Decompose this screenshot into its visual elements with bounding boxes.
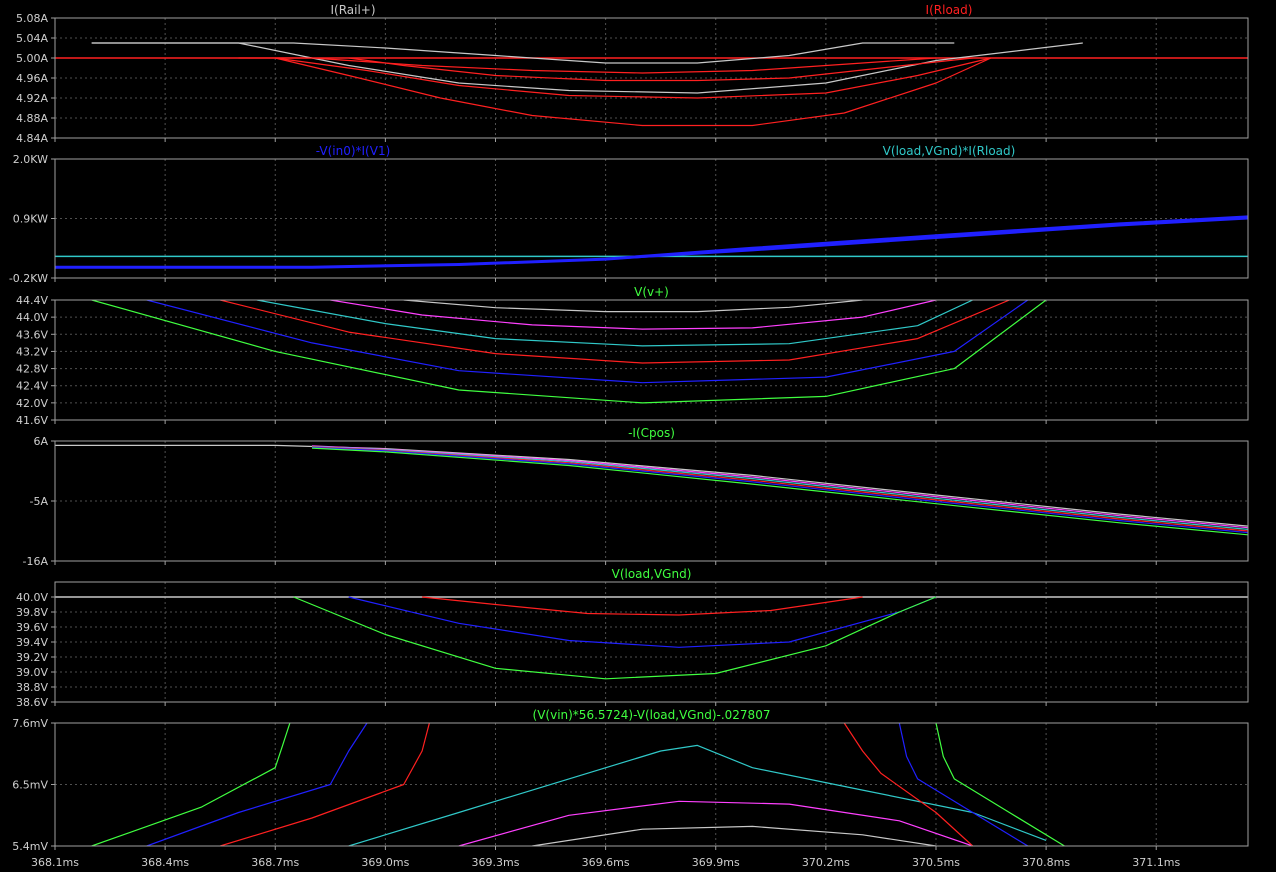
x-tick-label: 371.1ms (1132, 856, 1180, 869)
trace-label[interactable]: -V(in0)*I(V1) (316, 144, 391, 158)
y-tick-label: 4.92A (16, 92, 48, 105)
trace-red-6 (275, 57, 992, 127)
y-tick-label: 39.8V (16, 606, 48, 619)
y-tick-label: 0.9KW (13, 213, 48, 226)
trace-cyan-3 (256, 300, 973, 347)
traces (91, 300, 1047, 404)
trace-blue-2 (146, 723, 368, 846)
y-tick-label: 5.04A (16, 32, 48, 45)
pane-frame (54, 440, 1249, 562)
y-tick-label: 44.4V (16, 294, 48, 307)
y-tick-label: 6A (33, 435, 48, 448)
y-tick-label: 5.00A (16, 52, 48, 65)
trace-label[interactable]: (V(vin)*56.5724)-V(load,VGnd)-.027807 (533, 708, 771, 722)
y-tick-label: 7.6mV (12, 717, 48, 730)
trace-red-3 (238, 57, 937, 74)
pane-frame (54, 581, 1249, 703)
x-tick-label: 370.5ms (912, 856, 960, 869)
y-tick-label: 39.4V (16, 636, 48, 649)
x-tick-label: 368.4ms (141, 856, 189, 869)
y-tick-label: 38.6V (16, 696, 48, 709)
trace-green-9 (935, 723, 1065, 846)
trace-gray-1 (403, 300, 863, 313)
y-tick-label: 43.6V (16, 328, 48, 341)
traces (91, 723, 1065, 846)
y-tick-label: 39.0V (16, 666, 48, 679)
x-tick-label: 369.6ms (582, 856, 630, 869)
trace-red-1 (422, 596, 863, 616)
trace-blue-5 (146, 300, 1029, 384)
trace-gray-1 (55, 444, 1248, 527)
trace-green-3 (293, 596, 937, 680)
trace-magenta-2 (330, 300, 937, 330)
trace-red-4 (220, 300, 1010, 364)
y-tick-label: 42.0V (16, 397, 48, 410)
y-tick-label: 44.0V (16, 311, 48, 324)
plot-pane-2[interactable]: 2.0KW 0.9KW -0.2KW -V(in0)*I(V1) V(load,VGnd… (9, 144, 1249, 285)
y-tick-label: -16A (23, 555, 49, 568)
plot-pane-3[interactable]: 44.4V 44.0V 43.6V 43.2V 42.8V 42.4V 42.0V 41.6V… (16, 285, 1249, 427)
traces (55, 42, 1248, 127)
y-tick-label: 4.88A (16, 112, 48, 125)
x-tick-label: 369.3ms (472, 856, 520, 869)
trace-gray-1 (91, 42, 955, 64)
x-tick-label: 368.1ms (31, 856, 79, 869)
trace-label[interactable]: -I(Cpos) (628, 426, 675, 440)
x-tick-label: 369.9ms (692, 856, 740, 869)
pane-frame (54, 158, 1249, 279)
y-tick-label: 43.2V (16, 345, 48, 358)
y-tick-label: 6.5mV (12, 779, 48, 792)
trace-gray-6 (532, 825, 937, 846)
x-tick-label: 370.8ms (1022, 856, 1070, 869)
y-tick-label: 2.0KW (13, 153, 48, 166)
trace-label[interactable]: I(Rload) (926, 3, 973, 17)
y-tick-label: 38.8V (16, 681, 48, 694)
trace-blue-2 (605, 217, 1248, 261)
trace-red-7 (843, 723, 974, 846)
y-tick-label: 42.8V (16, 363, 48, 376)
trace-label[interactable]: V(load,VGnd)*I(Rload) (883, 144, 1016, 158)
trace-label[interactable]: V(load,VGnd) (612, 567, 692, 581)
traces (55, 596, 1248, 680)
plot-pane-1[interactable]: 5.08A 5.04A 5.00A 4.96A 4.92A 4.88A 4.84A I(Rai… (16, 3, 1249, 145)
trace-blue-8 (898, 723, 1029, 846)
trace-green-6 (311, 447, 1248, 536)
x-tick-label: 370.2ms (802, 856, 850, 869)
trace-red-5 (275, 57, 992, 99)
y-tick-label: 42.4V (16, 380, 48, 393)
pane-frame (54, 722, 1249, 847)
trace-gray-2 (91, 42, 1083, 94)
y-tick-label: 5.4mV (12, 840, 48, 853)
plot-pane-4[interactable]: 6A -5A -16A -I(Cpos) (23, 426, 1249, 568)
plot-pane-5[interactable]: 40.0V 39.8V 39.6V 39.4V 39.2V 39.0V 38.8V 38.6V… (16, 567, 1249, 709)
y-tick-label: 41.6V (16, 414, 48, 427)
x-tick-label: 369.0ms (361, 856, 409, 869)
pane-frame (54, 17, 1249, 139)
plot-pane-6[interactable]: 7.6mV 6.5mV 5.4mV (V(vin)*56.5724)-V(load,V… (12, 708, 1249, 853)
trace-blue-1 (55, 215, 1248, 269)
trace-cyan-4 (348, 744, 1047, 846)
traces (55, 444, 1248, 536)
trace-label[interactable]: V(v+) (634, 285, 669, 299)
y-tick-label: -5A (30, 495, 49, 508)
y-tick-label: 40.0V (16, 591, 48, 604)
x-tick-label: 368.7ms (251, 856, 299, 869)
y-tick-label: 4.84A (16, 132, 48, 145)
y-tick-label: 39.6V (16, 621, 48, 634)
trace-label[interactable]: I(Rail+) (330, 3, 375, 17)
trace-green-1 (91, 723, 291, 846)
y-tick-label: -0.2KW (9, 272, 48, 285)
trace-red-3 (220, 723, 430, 846)
trace-green-6 (91, 300, 1047, 404)
y-tick-label: 4.96A (16, 72, 48, 85)
trace-blue-5 (311, 446, 1248, 534)
pane-frame (54, 299, 1249, 421)
trace-red-4 (348, 57, 973, 82)
y-tick-label: 5.08A (16, 12, 48, 25)
trace-magenta-5 (458, 800, 973, 846)
y-tick-label: 39.2V (16, 651, 48, 664)
traces (55, 215, 1248, 269)
